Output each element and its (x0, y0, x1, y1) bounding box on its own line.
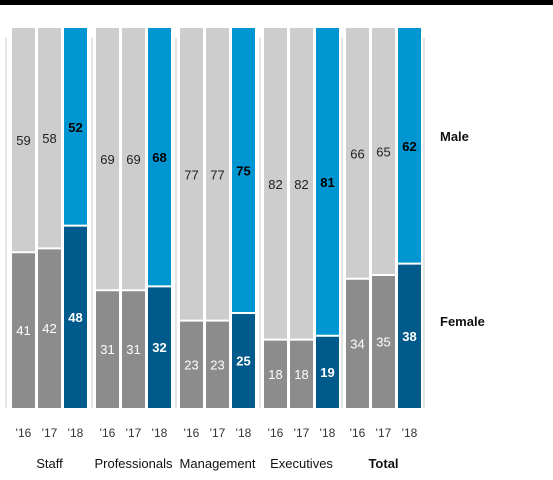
bar-female-professionals-1 (122, 290, 145, 408)
value-label-male: 82 (268, 177, 282, 192)
group-label-professionals: Professionals (94, 456, 173, 471)
legend-label-male: Male (440, 129, 469, 144)
bar-male-total-0 (346, 28, 369, 279)
value-label-male: 77 (184, 167, 198, 182)
year-tick-label: '18 (236, 426, 252, 440)
value-label-male: 68 (152, 150, 166, 165)
bar-female-total-1 (372, 275, 395, 408)
value-label-female: 31 (126, 342, 140, 357)
gridlines (5, 38, 425, 408)
bar-male-executives-2 (316, 28, 339, 336)
bar-female-total-2 (398, 263, 421, 408)
year-tick-labels: '16 '17 '18 '16 '17 '18 '16 '17 '18 '16 '17 '18 '16 '… (16, 426, 418, 440)
value-label-male: 69 (100, 152, 114, 167)
bar-female-staff-0 (12, 252, 35, 408)
year-tick-label: '17 (42, 426, 58, 440)
year-tick-label: '18 (152, 426, 168, 440)
value-label-female: 32 (152, 340, 166, 355)
bar-male-staff-1 (38, 28, 61, 249)
bar-male-professionals-2 (148, 28, 171, 287)
bar-male-executives-1 (290, 28, 313, 340)
group-labels: Staff Professionals Management Executives To… (36, 456, 398, 471)
value-label-female: 23 (210, 357, 224, 372)
legend: Male Female (440, 129, 485, 329)
value-label-male: 62 (402, 139, 416, 154)
value-label-female: 18 (268, 367, 282, 382)
year-tick-label: '18 (402, 426, 418, 440)
value-label-female: 34 (350, 336, 364, 351)
bar-female-management-2 (232, 313, 255, 408)
value-label-female: 19 (320, 365, 334, 380)
value-label-female: 41 (16, 323, 30, 338)
year-tick-label: '17 (210, 426, 226, 440)
year-tick-label: '17 (294, 426, 310, 440)
group-label-management: Management (180, 456, 256, 471)
value-labels: 59 41 58 42 52 48 69 31 69 31 68 32 77 23 77 23 75 25 82 18… (16, 120, 416, 382)
value-label-male: 65 (376, 145, 390, 160)
bar-male-total-2 (398, 28, 421, 264)
year-tick-label: '18 (68, 426, 84, 440)
year-tick-label: '16 (16, 426, 32, 440)
bar-female-professionals-0 (96, 290, 119, 408)
bar-female-executives-2 (316, 335, 339, 408)
year-tick-label: '16 (100, 426, 116, 440)
year-tick-label: '17 (126, 426, 142, 440)
bar-female-management-1 (206, 320, 229, 408)
bar-female-staff-2 (64, 225, 87, 408)
bar-male-professionals-1 (122, 28, 145, 291)
value-label-male: 59 (16, 133, 30, 148)
year-tick-label: '16 (350, 426, 366, 440)
year-tick-label: '18 (320, 426, 336, 440)
value-label-female: 25 (236, 354, 250, 369)
bars (12, 28, 421, 408)
value-label-male: 81 (320, 175, 334, 190)
bar-female-executives-1 (290, 339, 313, 408)
legend-label-female: Female (440, 314, 485, 329)
bar-female-total-0 (346, 278, 369, 408)
value-label-male: 52 (68, 120, 82, 135)
value-label-female: 42 (42, 321, 56, 336)
bar-male-management-1 (206, 28, 229, 321)
top-rule (0, 0, 553, 5)
year-tick-label: '16 (184, 426, 200, 440)
group-label-executives: Executives (270, 456, 333, 471)
bar-female-management-0 (180, 320, 203, 408)
value-label-female: 35 (376, 335, 390, 350)
value-label-male: 66 (350, 146, 364, 161)
group-label-staff: Staff (36, 456, 63, 471)
value-label-male: 75 (236, 164, 250, 179)
year-tick-label: '17 (376, 426, 392, 440)
bar-female-professionals-2 (148, 286, 171, 408)
bar-male-professionals-0 (96, 28, 119, 291)
bar-male-staff-0 (12, 28, 35, 253)
value-label-male: 77 (210, 167, 224, 182)
bar-male-management-2 (232, 28, 255, 313)
bar-male-total-1 (372, 28, 395, 275)
value-label-male: 58 (42, 131, 56, 146)
value-label-female: 38 (402, 329, 416, 344)
value-label-male: 82 (294, 177, 308, 192)
value-label-female: 23 (184, 357, 198, 372)
value-label-female: 18 (294, 367, 308, 382)
bar-male-staff-2 (64, 28, 87, 226)
value-label-female: 48 (68, 310, 82, 325)
value-label-female: 31 (100, 342, 114, 357)
bar-female-staff-1 (38, 248, 61, 408)
value-label-male: 69 (126, 152, 140, 167)
year-tick-label: '16 (268, 426, 284, 440)
bar-female-executives-0 (264, 339, 287, 408)
group-label-total: Total (368, 456, 398, 471)
bar-male-executives-0 (264, 28, 287, 340)
bar-male-management-0 (180, 28, 203, 321)
